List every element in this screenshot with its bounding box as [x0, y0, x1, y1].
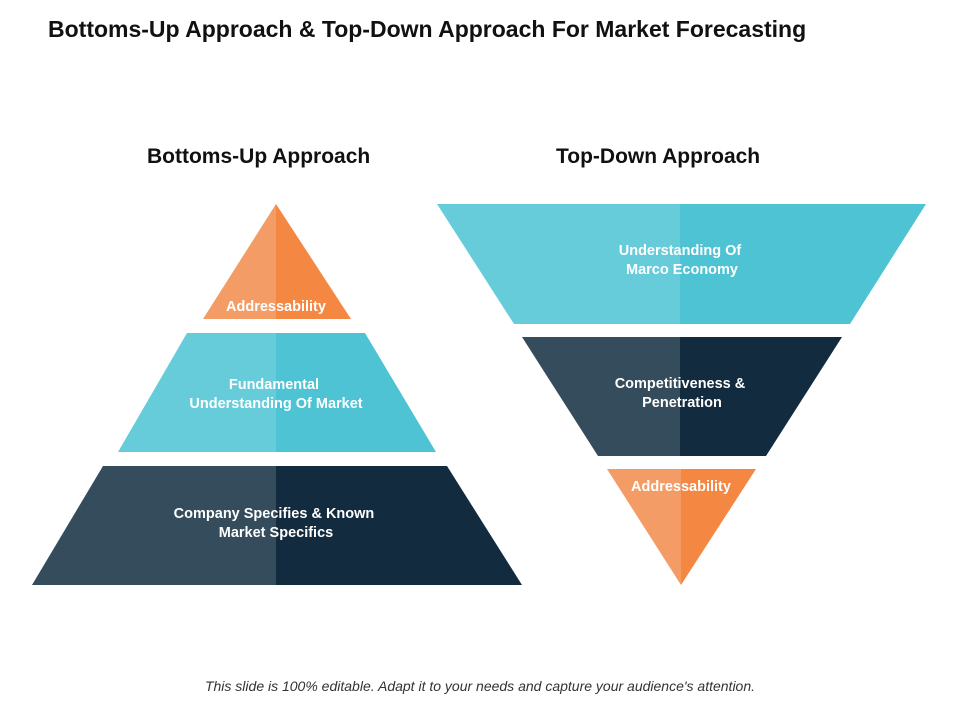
pyramid-level-top-label: Addressability [226, 299, 326, 315]
funnel-level-bottom-label: Addressability [631, 479, 731, 495]
funnel-level-top-label: Understanding Of Marco Economy [619, 243, 745, 278]
pyramid-level-middle-label: Fundamental Understanding Of Market [189, 377, 362, 412]
pyramid-level-middle-right-half [276, 333, 436, 452]
funnel-level-top-right-half [680, 204, 926, 324]
pyramid-level-bottom-label: Company Specifies & Known Market Specifi… [174, 506, 379, 541]
pyramid-level-top-left-half [203, 204, 276, 319]
pyramid-level-top-label-line-1: Addressability [226, 299, 326, 315]
funnel-level-top-left-half [437, 204, 680, 324]
pyramid-level-bottom-left-half [32, 466, 276, 585]
funnel-level-bottom-left-half [607, 469, 681, 585]
funnel-level-bottom-label-line-1: Addressability [631, 479, 731, 495]
pyramid-level-top-right-half [276, 204, 351, 319]
funnel-level-bottom: Addressability [607, 469, 756, 585]
funnel-level-middle-right-half [680, 337, 842, 456]
funnel-level-middle: Competitiveness & Penetration [522, 337, 842, 456]
pyramid-level-top: Addressability [203, 204, 351, 319]
pyramid-level-bottom-label-line-2: Market Specifics [219, 525, 333, 541]
pyramid-level-middle-left-half [118, 333, 276, 452]
top-down-pyramid: Understanding Of Marco Economy Competiti… [437, 204, 926, 585]
funnel-level-bottom-right-half [681, 469, 756, 585]
top-down-heading: Top-Down Approach [556, 145, 761, 168]
funnel-level-middle-label-line-2: Penetration [642, 395, 722, 411]
pyramid-level-middle-label-line-1: Fundamental [229, 377, 319, 393]
pyramid-level-middle-label-line-2: Understanding Of Market [189, 396, 362, 412]
pyramid-level-bottom: Company Specifies & Known Market Specifi… [32, 466, 522, 585]
funnel-level-middle-left-half [522, 337, 680, 456]
funnel-level-top: Understanding Of Marco Economy [437, 204, 926, 324]
funnel-level-top-label-line-2: Marco Economy [626, 262, 738, 278]
funnel-level-top-label-line-1: Understanding Of [619, 243, 742, 259]
pyramid-level-bottom-label-line-1: Company Specifies & Known [174, 506, 375, 522]
bottoms-up-pyramid: Addressability Fundamental Understanding… [32, 204, 522, 585]
footer-note: This slide is 100% editable. Adapt it to… [204, 678, 756, 694]
pyramid-level-bottom-right-half [276, 466, 522, 585]
slide-title: Bottoms-Up Approach & Top-Down Approach … [48, 16, 807, 42]
pyramid-level-middle: Fundamental Understanding Of Market [118, 333, 436, 452]
funnel-level-middle-label-line-1: Competitiveness & [615, 376, 746, 392]
bottoms-up-heading: Bottoms-Up Approach [147, 145, 371, 168]
funnel-level-middle-label: Competitiveness & Penetration [615, 376, 750, 411]
